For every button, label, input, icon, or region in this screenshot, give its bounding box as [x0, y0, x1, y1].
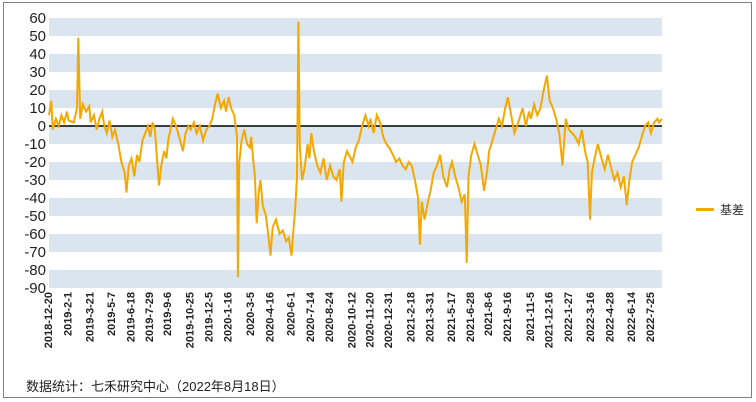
x-tick-label: 2022-3-16	[585, 292, 597, 342]
y-tick-label: -90	[24, 280, 46, 297]
grid-band	[49, 162, 662, 180]
x-tick-label: 2020-4-16	[264, 292, 276, 342]
x-tick-label: 2020-7-14	[305, 291, 317, 342]
x-tick-label: 2019-2-1	[63, 292, 75, 336]
x-tick-label: 2020-11-20	[364, 292, 376, 348]
x-tick-label: 2019-6-18	[125, 292, 137, 342]
x-tick-label: 2021-2-18	[406, 292, 418, 342]
x-tick-label: 2020-6-1	[285, 292, 297, 336]
chart-canvas: 6050403020100-10-20-30-40-50-60-70-80-90…	[24, 10, 663, 348]
y-tick-label: -20	[24, 154, 46, 171]
x-tick-label: 2021-11-5	[525, 292, 537, 342]
y-tick-label: 60	[29, 10, 46, 27]
y-tick-label: -50	[24, 208, 46, 225]
legend-swatch	[696, 208, 714, 211]
chart-frame: 60 50 40 30 20 10 0 -10 -20 -30 -40 -50 -60 -70 -80 -90…	[3, 2, 752, 398]
grid-band	[49, 18, 662, 36]
grid-band	[49, 90, 662, 108]
source-note: 数据统计：七禾研究中心（2022年8月18日）	[26, 379, 285, 394]
x-tick-label: 2019-7-29	[144, 292, 156, 342]
x-tick-label: 2021-8-6	[483, 292, 495, 336]
x-tick-label: 2020-12-31	[383, 292, 395, 348]
y-tick-label: 40	[29, 46, 46, 63]
grid-band	[49, 126, 662, 144]
y-tick-label: -80	[24, 262, 46, 279]
y-tick-label: 20	[29, 82, 46, 99]
x-tick-label: 2021-9-16	[502, 292, 514, 342]
x-tick-label: 2021-3-31	[424, 292, 436, 342]
grid-band	[49, 270, 662, 288]
legend: 基差	[696, 201, 744, 218]
y-tick-label: -40	[24, 190, 46, 207]
y-tick-label: -10	[24, 136, 46, 153]
x-tick-label: 2019-10-25	[185, 292, 197, 348]
grid-band	[49, 198, 662, 216]
x-tick-label: 2021-12-16	[544, 292, 556, 348]
x-tick-label: 2019-5-7	[106, 292, 118, 336]
x-tick-label: 2018-12-20	[43, 292, 55, 348]
x-tick-label: 2021-6-28	[465, 292, 477, 342]
series-line-基差	[48, 21, 663, 278]
y-tick-label: 0	[38, 118, 46, 135]
x-tick-label: 2022-1-27	[563, 292, 575, 342]
x-tick-label: 2019-9-6	[162, 292, 174, 336]
x-tick-label: 2020-8-24	[324, 291, 336, 342]
y-tick-label: -70	[24, 244, 46, 261]
legend-label: 基差	[720, 203, 745, 217]
x-tick-label: 2022-6-14	[626, 291, 638, 342]
x-tick-label: 2022-7-25	[645, 292, 657, 342]
x-tick-label: 2020-1-16	[223, 292, 235, 342]
grid-band	[49, 234, 662, 252]
x-tick-label: 2019-12-5	[203, 292, 215, 342]
x-tick-label: 2019-3-21	[85, 292, 97, 342]
y-tick-label: -30	[24, 172, 46, 189]
grid-band	[49, 54, 662, 72]
x-tick-label: 2020-10-12	[346, 292, 358, 348]
y-tick-label: 10	[29, 100, 46, 117]
x-tick-label: 2022-4-28	[605, 292, 617, 342]
y-tick-label: 30	[29, 64, 46, 81]
y-tick-label: 50	[29, 28, 46, 45]
y-tick-label: -60	[24, 226, 46, 243]
x-tick-label: 2020-3-5	[245, 292, 257, 336]
x-tick-label: 2021-5-17	[446, 292, 458, 342]
